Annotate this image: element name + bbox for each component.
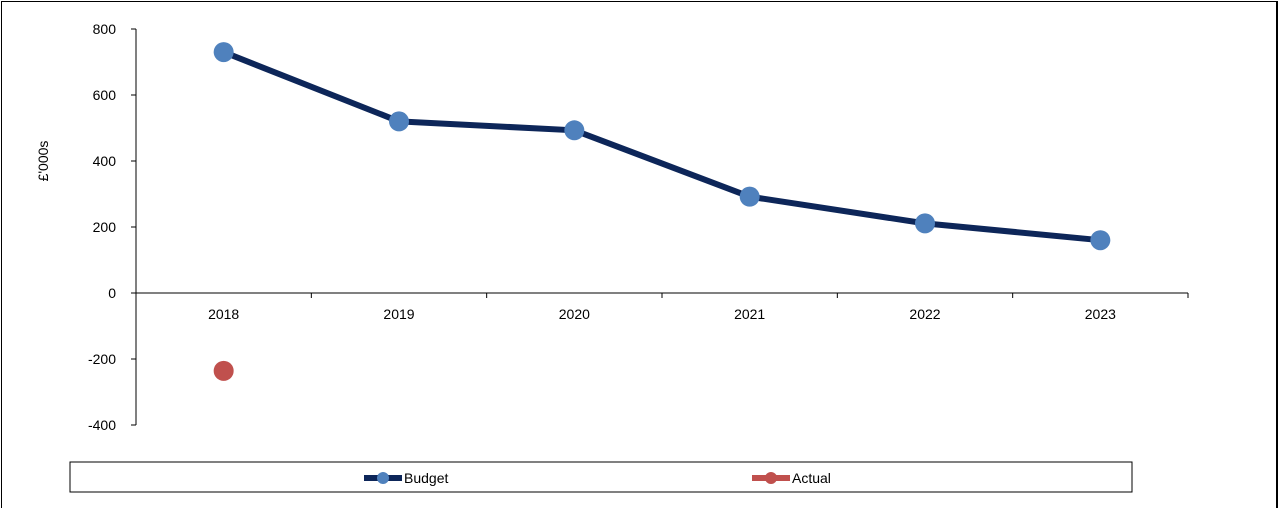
axes	[135, 29, 1188, 425]
data-point	[389, 111, 409, 132]
series-line	[222, 49, 1101, 244]
x-tick-label: 2021	[734, 306, 765, 322]
legend-label: Budget	[404, 470, 448, 486]
y-tick-label: -400	[88, 417, 116, 433]
y-axis-ticks: 800 600 400 200 0 -200 -400	[88, 21, 136, 433]
data-point	[915, 213, 935, 234]
y-tick-label: 200	[93, 219, 117, 235]
y-axis-title: £'000s	[35, 141, 51, 182]
x-tick-label: 2018	[208, 306, 239, 322]
data-point	[1090, 230, 1111, 251]
y-tick-label: 400	[93, 153, 117, 169]
series-actual	[213, 360, 234, 381]
legend-item: Budget	[364, 470, 448, 486]
y-tick-label: 600	[93, 87, 117, 103]
data-point	[213, 42, 234, 63]
data-point	[739, 186, 760, 207]
y-tick-label: 800	[93, 21, 117, 37]
series-budget	[213, 42, 1111, 251]
legend-label: Actual	[792, 470, 831, 486]
x-tick-label: 2019	[383, 306, 414, 322]
x-axis-ticks: 2018 2019 2020 2021 2022 2023	[135, 293, 1189, 322]
legend-swatch-marker	[765, 472, 777, 484]
x-tick-label: 2020	[559, 306, 590, 322]
data-point	[213, 360, 234, 381]
legend-item: Actual	[752, 470, 831, 486]
legend-box	[69, 461, 1133, 493]
data-point	[564, 120, 585, 141]
y-tick-label: 0	[108, 285, 116, 301]
legend-swatch-marker	[377, 472, 389, 484]
series-layer	[213, 42, 1111, 381]
y-tick-label: -200	[88, 351, 116, 367]
x-tick-label: 2022	[909, 306, 940, 322]
legend: Budget Actual	[69, 461, 1133, 493]
x-tick-label: 2023	[1085, 306, 1116, 322]
